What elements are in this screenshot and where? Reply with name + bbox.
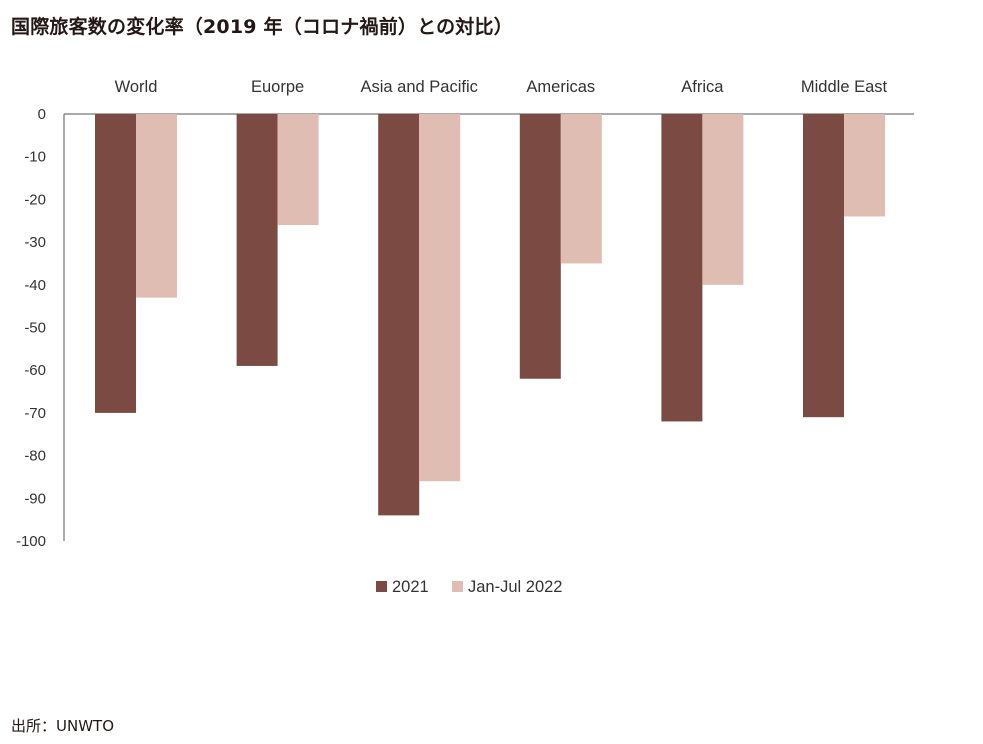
- y-tick-label: -10: [24, 149, 46, 166]
- y-tick-label: 0: [38, 106, 46, 123]
- bar-series2: [844, 114, 885, 217]
- bar-series2: [136, 114, 177, 298]
- y-tick-label: -100: [16, 533, 46, 550]
- y-tick-label: -30: [24, 234, 46, 251]
- bars: [95, 114, 885, 516]
- bar-series1: [378, 114, 420, 516]
- source-note: 出所：UNWTO: [11, 717, 115, 735]
- bar-series1: [95, 114, 136, 413]
- y-axis: 0 -10 -20 -30 -40 -50 -60 -70 -80 -90 -100: [16, 106, 914, 550]
- bar-series2: [419, 114, 461, 482]
- chart-title: 国際旅客数の変化率（2019 年（コロナ禍前）との対比）: [11, 16, 513, 38]
- legend-swatch: [452, 581, 463, 592]
- bar-series2: [702, 114, 744, 285]
- category-label: World: [115, 78, 158, 96]
- bar-series2: [277, 114, 319, 226]
- legend: 2021 Jan-Jul 2022: [376, 578, 562, 596]
- category-label: Asia and Pacific: [360, 78, 477, 96]
- bar-series2: [560, 114, 602, 264]
- y-tick-label: -80: [24, 448, 46, 465]
- y-tick-label: -40: [24, 277, 46, 294]
- legend-label: 2021: [392, 578, 429, 596]
- bar-series1: [803, 114, 844, 418]
- category-label: Euorpe: [251, 78, 304, 96]
- y-tick-label: -90: [24, 490, 46, 507]
- legend-label: Jan-Jul 2022: [468, 578, 562, 596]
- bar-chart: 0 -10 -20 -30 -40 -50 -60 -70 -80 -90 -100 World Eu…: [16, 78, 914, 596]
- bar-series1: [661, 114, 703, 422]
- category-label: Americas: [526, 78, 595, 96]
- y-tick-label: -50: [24, 320, 46, 337]
- y-tick-label: -70: [24, 405, 46, 422]
- y-tick-label: -60: [24, 362, 46, 379]
- y-tick-label: -20: [24, 191, 46, 208]
- category-label: Middle East: [801, 78, 888, 96]
- bar-series1: [519, 114, 561, 379]
- category-labels: World Euorpe Asia and Pacific Americas Afric…: [115, 78, 888, 96]
- legend-swatch: [376, 581, 387, 592]
- category-label: Africa: [681, 78, 724, 96]
- bar-series1: [236, 114, 278, 366]
